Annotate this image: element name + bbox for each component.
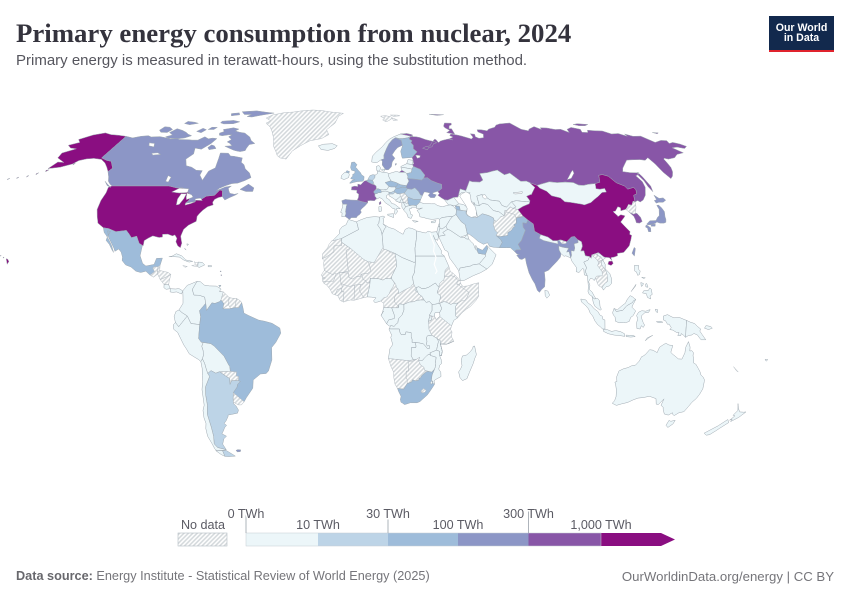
svg-text:10 TWh: 10 TWh <box>296 518 340 532</box>
svg-text:No data: No data <box>181 518 225 532</box>
svg-text:30 TWh: 30 TWh <box>366 507 410 521</box>
svg-text:300 TWh: 300 TWh <box>503 507 554 521</box>
svg-text:0 TWh: 0 TWh <box>228 507 265 521</box>
svg-text:1,000 TWh: 1,000 TWh <box>570 518 631 532</box>
svg-text:100 TWh: 100 TWh <box>433 518 484 532</box>
